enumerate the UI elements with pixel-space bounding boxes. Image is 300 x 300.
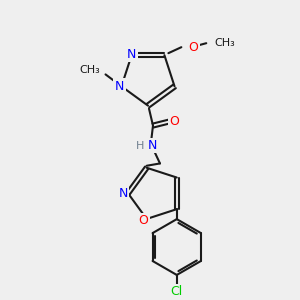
Text: N: N (118, 187, 128, 200)
Text: N: N (147, 139, 157, 152)
Text: Cl: Cl (171, 285, 183, 298)
Text: O: O (169, 115, 179, 128)
Text: O: O (188, 41, 198, 54)
Text: N: N (127, 48, 136, 61)
Text: CH₃: CH₃ (80, 65, 101, 75)
Text: CH₃: CH₃ (214, 38, 235, 48)
Text: H: H (136, 140, 144, 151)
Text: N: N (115, 80, 124, 93)
Text: O: O (139, 214, 148, 227)
